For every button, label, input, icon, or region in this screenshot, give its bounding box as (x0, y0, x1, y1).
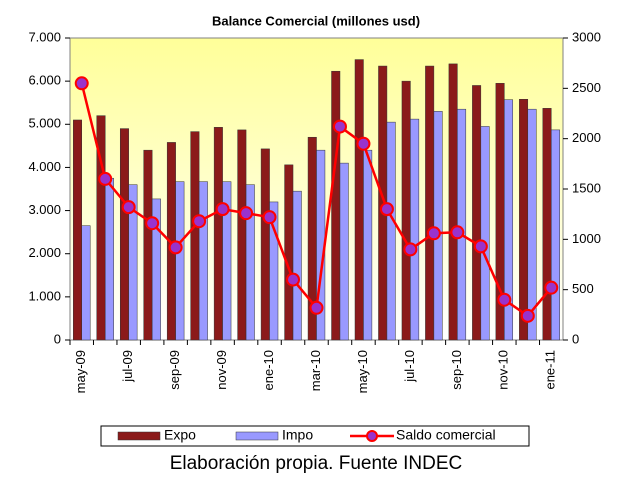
chart-title: Balance Comercial (millones usd) (212, 13, 420, 28)
legend-label: Expo (164, 427, 196, 443)
x-tick-label: may-09 (73, 350, 88, 393)
marker (544, 280, 559, 295)
bar (519, 99, 529, 341)
x-tick-label: jul-10 (402, 350, 417, 383)
bar (119, 128, 129, 341)
y-tick-label: 0 (54, 331, 61, 346)
y2-tick-label: 2500 (572, 80, 601, 95)
marker (239, 206, 254, 221)
marker (450, 225, 465, 240)
bar (433, 111, 443, 341)
bar (292, 190, 302, 341)
bar (542, 108, 552, 341)
bar (354, 59, 364, 341)
y-tick-label: 2.000 (28, 245, 61, 260)
bar (175, 181, 185, 341)
bar (480, 126, 490, 341)
bar (245, 184, 255, 341)
marker (74, 76, 89, 91)
bar (104, 177, 114, 341)
marker (520, 308, 535, 323)
marker (192, 214, 207, 229)
bar (339, 162, 349, 341)
marker (262, 210, 277, 225)
bar (222, 181, 232, 341)
legend-label: Impo (282, 427, 313, 443)
y-tick-label: 3.000 (28, 202, 61, 217)
bar (527, 108, 537, 341)
y2-tick-label: 1500 (572, 180, 601, 195)
x-tick-label: jul-09 (120, 350, 135, 383)
bar (472, 85, 482, 341)
bar (448, 63, 458, 341)
bar (425, 65, 435, 341)
legend-box (100, 425, 530, 447)
marker (98, 171, 113, 186)
bar (190, 131, 200, 341)
x-tick-label: mar-10 (308, 350, 323, 391)
y2-tick-label: 0 (572, 331, 579, 346)
y-tick-label: 5.000 (28, 116, 61, 131)
x-tick-label: may-10 (355, 350, 370, 393)
marker (286, 272, 301, 287)
y-tick-label: 7.000 (28, 29, 61, 44)
marker (215, 202, 230, 217)
marker (121, 200, 136, 215)
y2-tick-label: 500 (572, 281, 594, 296)
caption: Elaboración propia. Fuente INDEC (170, 453, 463, 474)
marker (145, 216, 160, 231)
legend-swatch (117, 431, 161, 441)
y-tick-label: 1.000 (28, 288, 61, 303)
bar (401, 80, 411, 341)
legend-label: Saldo comercial (396, 427, 496, 443)
x-tick-label: nov-09 (214, 350, 229, 390)
y-tick-label: 4.000 (28, 159, 61, 174)
x-tick-label: nov-10 (496, 350, 511, 390)
marker (473, 239, 488, 254)
bar (213, 127, 223, 341)
marker (403, 242, 418, 257)
bar (284, 164, 294, 341)
bar (237, 129, 247, 341)
marker (168, 240, 183, 255)
marker (379, 202, 394, 217)
bar (151, 198, 161, 341)
marker (332, 119, 347, 134)
bar (128, 184, 138, 341)
bar (551, 129, 560, 341)
bar (143, 149, 153, 341)
bar (73, 119, 82, 341)
bar (331, 70, 341, 341)
bar (386, 121, 396, 341)
y2-tick-label: 2000 (572, 130, 601, 145)
legend-swatch (235, 431, 279, 441)
bar (269, 201, 279, 341)
bar (363, 149, 373, 341)
bar (260, 148, 270, 341)
bar (457, 108, 467, 341)
y2-tick-label: 3000 (572, 29, 601, 44)
marker (497, 292, 512, 307)
x-tick-label: ene-10 (261, 350, 276, 390)
marker (309, 300, 324, 315)
y-tick-label: 6.000 (28, 73, 61, 88)
bar (410, 118, 420, 341)
legend-swatch (366, 430, 378, 442)
bar (504, 99, 514, 341)
x-tick-label: sep-09 (167, 350, 182, 390)
marker (356, 136, 371, 151)
y2-tick-label: 1000 (572, 231, 601, 246)
bar (198, 181, 208, 341)
bar (81, 225, 91, 341)
x-tick-label: ene-11 (543, 350, 558, 390)
x-tick-label: sep-10 (449, 350, 464, 390)
marker (426, 226, 441, 241)
